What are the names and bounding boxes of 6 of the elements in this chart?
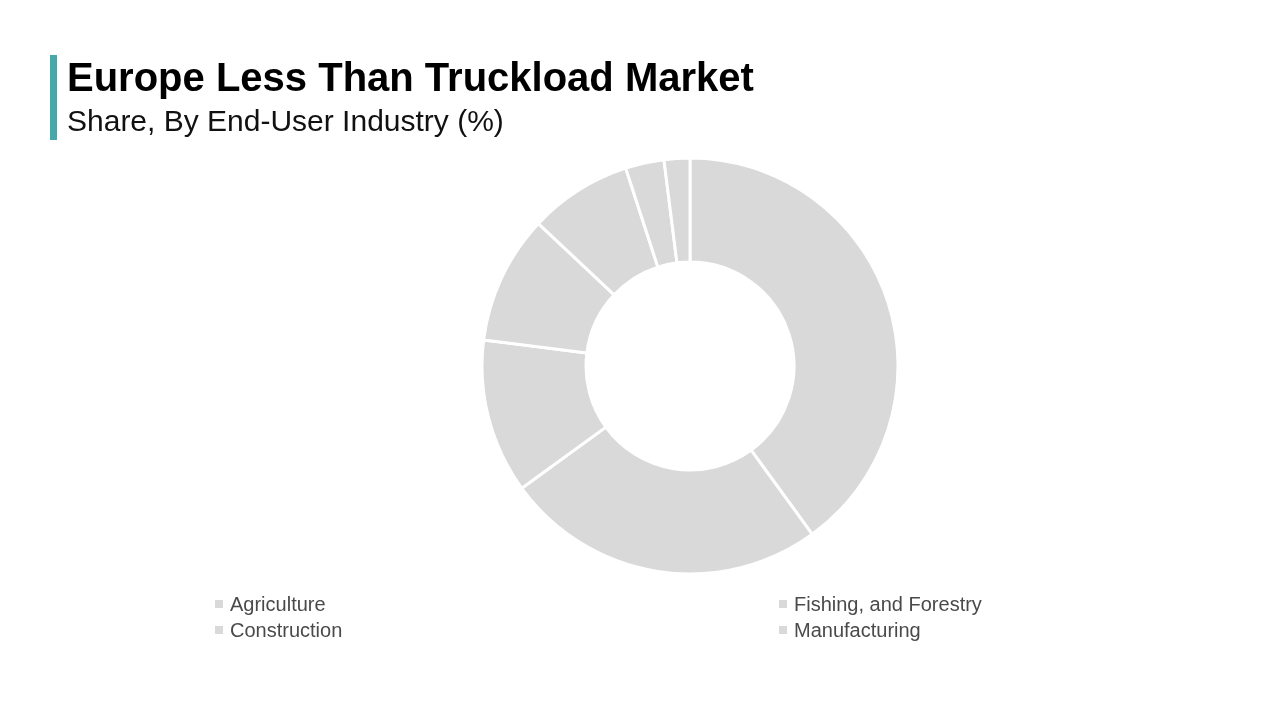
legend-label: Construction <box>230 619 343 641</box>
legend-label: Fishing, and Forestry <box>794 593 982 615</box>
legend-label: Agriculture <box>230 593 326 615</box>
chart-subtitle: Share, By End-User Industry (%) <box>67 103 504 137</box>
legend-label: Manufacturing <box>794 619 921 641</box>
chart-title: Europe Less Than Truckload Market <box>67 55 754 99</box>
